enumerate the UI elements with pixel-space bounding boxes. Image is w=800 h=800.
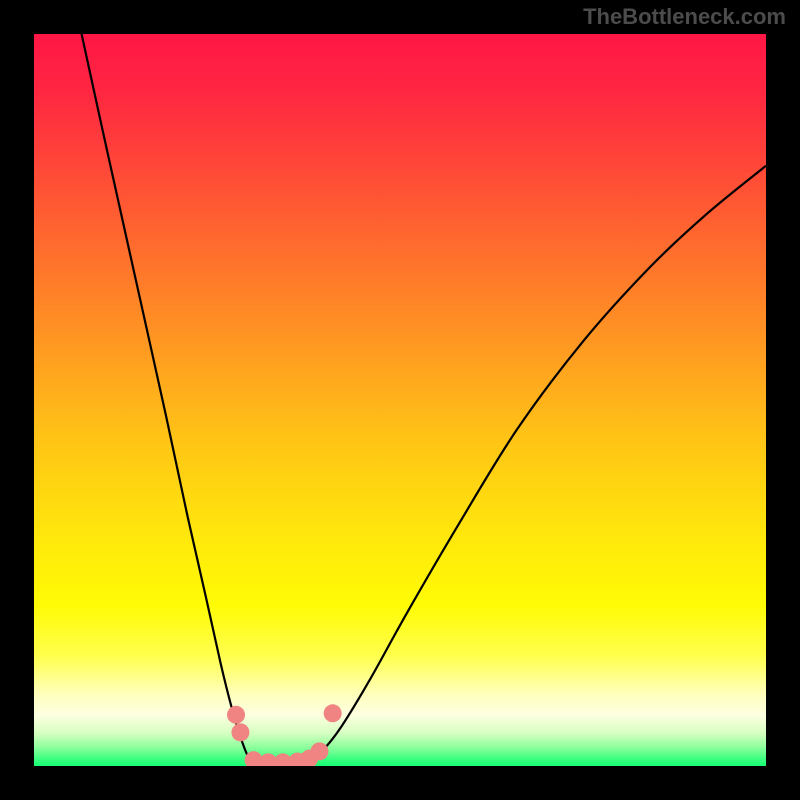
marker-point <box>324 704 342 722</box>
chart-svg <box>0 0 800 800</box>
chart-frame: TheBottleneck.com <box>0 0 800 800</box>
marker-point <box>231 723 249 741</box>
marker-point <box>310 742 328 760</box>
watermark-text: TheBottleneck.com <box>583 4 786 30</box>
marker-point <box>227 706 245 724</box>
bottleneck-curve <box>82 34 766 764</box>
